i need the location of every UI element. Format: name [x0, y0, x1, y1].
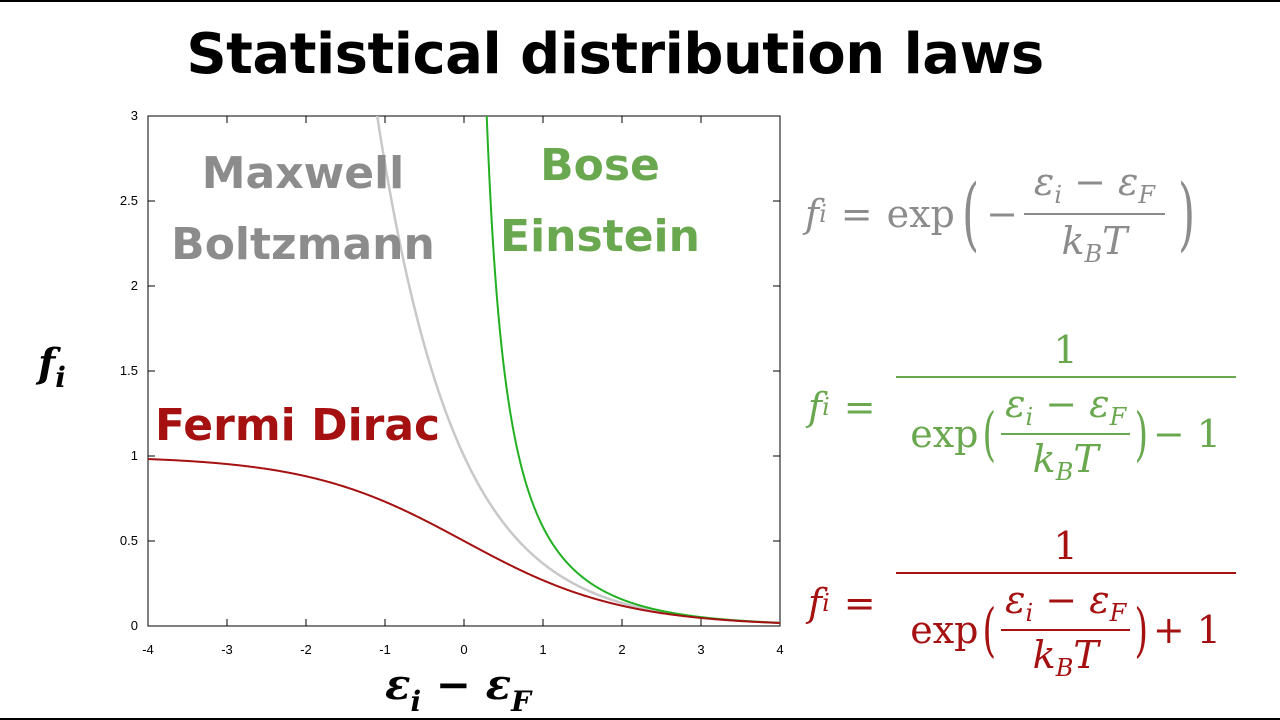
x-tick-label: -2: [300, 642, 312, 657]
y-axis-label: fi: [38, 340, 66, 394]
x-axis-label: εi − εF: [385, 660, 532, 718]
axis-ticks: -4 -3 -2 -1 0 1 2 3 4 0 0.5 1 1.5 2 2.5 3: [120, 108, 784, 657]
x-tick-label: 3: [697, 642, 704, 657]
y-tick-label: 2.5: [120, 193, 138, 208]
x-tick-label: -3: [221, 642, 233, 657]
label-maxwell-line2: Boltzmann: [171, 219, 435, 270]
y-tick-label: 1: [131, 448, 138, 463]
x-tick-label: 2: [618, 642, 625, 657]
series-line-fermi-dirac: [148, 458, 780, 624]
y-tick-label: 0.5: [120, 533, 138, 548]
series-line-maxwell-boltzmann: [375, 116, 780, 625]
x-tick-label: -4: [142, 642, 154, 657]
label-maxwell-line1: Maxwell: [202, 148, 405, 199]
y-tick-label: 0: [131, 618, 138, 633]
label-bose-line1: Bose: [540, 140, 660, 191]
y-tick-label: 3: [131, 108, 138, 123]
series-line-bose-einstein: [485, 116, 780, 624]
label-bose-line2: Einstein: [500, 211, 700, 262]
x-tick-label: 0: [460, 642, 467, 657]
series-curves: [148, 116, 780, 625]
y-tick-label: 2: [131, 278, 138, 293]
x-tick-label: -1: [379, 642, 391, 657]
label-fermi: Fermi Dirac: [155, 400, 440, 451]
x-tick-label: 4: [776, 642, 783, 657]
x-tick-label: 1: [539, 642, 546, 657]
y-tick-label: 1.5: [120, 363, 138, 378]
slide-title: Statistical distribution laws: [186, 22, 1044, 87]
